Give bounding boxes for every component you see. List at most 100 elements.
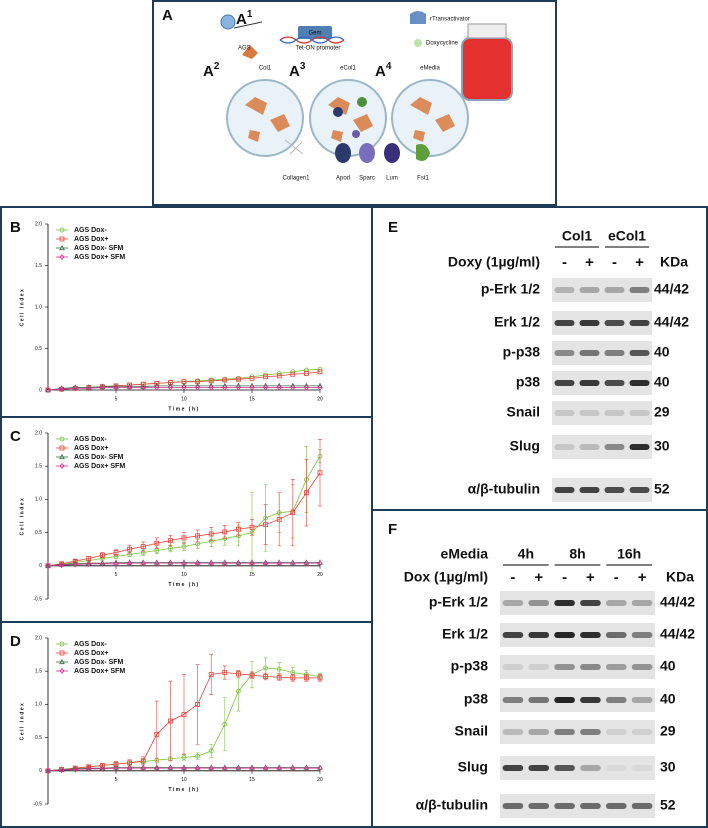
band [554, 444, 575, 450]
marker [235, 688, 241, 694]
marker [72, 766, 78, 773]
lane-sign: + [586, 569, 595, 586]
error-bar [141, 541, 146, 552]
marker [290, 560, 296, 567]
protein-label: p-p38 [503, 344, 541, 360]
group-label: 8h [569, 546, 585, 562]
blot-strip [500, 688, 655, 712]
band [604, 487, 625, 493]
group-label: Col1 [562, 228, 593, 244]
sub-panel-label: A4 [375, 61, 392, 80]
marker [72, 558, 78, 564]
legend-label: AGS Dox+ SFM [74, 254, 125, 261]
kda-label: 44/42 [660, 626, 695, 642]
marker [195, 560, 201, 567]
marker [208, 748, 214, 754]
error-bar [154, 537, 159, 549]
band [554, 320, 575, 326]
marker [59, 386, 65, 393]
protein-label: Snail [507, 404, 540, 420]
letter: A [236, 11, 247, 28]
medium-label: eMedia [441, 546, 489, 562]
marker [263, 522, 269, 528]
x-tick-label: 5 [115, 572, 118, 578]
marker [317, 675, 323, 681]
treatment-label: Doxy (1µg/ml) [448, 254, 540, 270]
band [605, 600, 627, 606]
marker [303, 560, 309, 567]
marker [276, 516, 282, 522]
lane-sign: - [612, 254, 617, 271]
x-tick-label: 20 [317, 572, 323, 578]
marker [181, 755, 187, 760]
y-axis-title: Cell Index [19, 702, 25, 741]
band [605, 664, 627, 670]
marker [235, 384, 241, 391]
band [604, 380, 625, 386]
marker [263, 765, 269, 772]
y-tick-label: 1.5 [35, 669, 42, 675]
band [631, 729, 653, 735]
unit-label: KDa [660, 254, 688, 270]
sub-panel-label: A1 [236, 9, 253, 28]
marker [181, 535, 187, 541]
lane-sign: + [534, 569, 543, 586]
marker [140, 381, 146, 387]
promoter-label: Tet-ON promoter [296, 46, 341, 52]
band [629, 380, 650, 386]
protein-label: Slug [458, 759, 488, 775]
blot-strip [500, 623, 655, 647]
marker [276, 373, 282, 379]
protein-label: Erk 1/2 [494, 314, 540, 330]
marker [127, 546, 132, 552]
error-bar [154, 700, 159, 768]
blot-strip [500, 794, 655, 818]
band [605, 632, 627, 638]
band [554, 410, 575, 416]
error-bar [222, 665, 227, 680]
legend-label: AGS Dox+ [74, 236, 108, 243]
marker [113, 765, 119, 772]
blot-strip [500, 756, 655, 780]
treatment-label: Dox (1µg/ml) [404, 569, 488, 585]
x-axis-title: Time (h) [168, 582, 199, 588]
band [554, 664, 575, 670]
band [554, 380, 575, 386]
group-label: 16h [617, 546, 641, 562]
x-axis-title: Time (h) [168, 787, 199, 793]
marker [276, 666, 282, 672]
kda-label: 30 [654, 438, 670, 454]
marker [222, 529, 228, 535]
band [579, 320, 600, 326]
marker [59, 445, 65, 451]
error-bar [182, 532, 186, 544]
marker [127, 384, 133, 391]
panel-label: F [388, 521, 397, 538]
band [631, 664, 653, 670]
marker [59, 650, 65, 656]
marker [113, 384, 119, 391]
marker [59, 236, 65, 242]
x-tick-label: 15 [249, 396, 255, 402]
legend-label: AGS Dox- [74, 641, 107, 648]
marker [276, 674, 282, 680]
y-axis-title: Cell Index [19, 288, 25, 327]
lane-sign: + [635, 254, 644, 271]
x-axis-title: Time (h) [168, 406, 199, 412]
marker [127, 560, 133, 567]
marker [181, 560, 187, 567]
panel-label: C [10, 428, 21, 445]
band [580, 664, 601, 670]
superscript: 4 [386, 61, 392, 72]
legend-label: AGS Dox+ SFM [74, 668, 125, 675]
blot-strip [500, 655, 655, 679]
marker [195, 533, 201, 539]
error-bar [290, 479, 295, 547]
band [631, 600, 653, 606]
marker [317, 366, 323, 372]
error-bar [168, 680, 173, 762]
marker [86, 560, 92, 567]
protein-label: Slug [510, 438, 540, 454]
marker [222, 670, 228, 675]
marker [99, 384, 105, 391]
